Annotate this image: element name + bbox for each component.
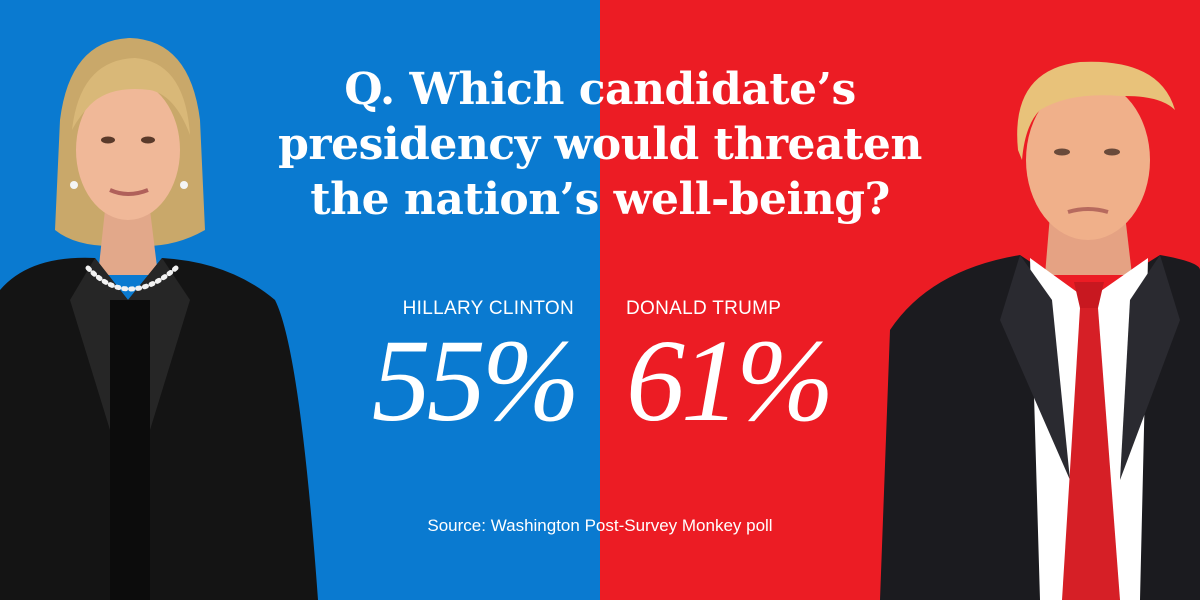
question-line-2: presidency would threaten	[278, 119, 922, 170]
clinton-jacket	[0, 257, 318, 600]
percent-trump: 61%	[626, 315, 834, 446]
clinton-neck	[98, 210, 158, 275]
candidate-name-trump: DONALD TRUMP	[626, 298, 782, 319]
clinton-eye-right	[141, 136, 155, 144]
trump-tie-knot	[1074, 282, 1104, 308]
clinton-hair-front	[72, 58, 190, 135]
poll-question: Q. Which candidate’s presidency would th…	[240, 62, 960, 227]
clinton-face	[76, 80, 180, 220]
question-line-1: Q. Which candidate’s	[344, 64, 856, 115]
candidate-name-clinton: HILLARY CLINTON	[402, 298, 574, 319]
clinton-necklace	[85, 265, 179, 292]
trump-face	[1026, 80, 1150, 240]
clinton-earring-left	[70, 181, 78, 189]
clinton-portrait	[0, 38, 318, 600]
trump-portrait	[880, 61, 1200, 600]
trump-tie	[1062, 308, 1120, 600]
clinton-top	[110, 300, 150, 600]
trump-hair	[1017, 61, 1175, 160]
trump-panel	[600, 0, 1200, 600]
trump-mouth	[1067, 207, 1109, 214]
question-line-3: the nation’s well-being?	[310, 174, 890, 225]
trump-lapel-left	[1000, 255, 1070, 480]
trump-eye-right	[1104, 148, 1120, 156]
trump-eye-left	[1054, 148, 1070, 156]
clinton-panel	[0, 0, 600, 600]
clinton-mouth	[109, 188, 149, 196]
clinton-earring-right	[180, 181, 188, 189]
trump-lapel-right	[1120, 255, 1180, 480]
source-note: Source: Washington Post-Survey Monkey po…	[427, 516, 773, 535]
clinton-eye-left	[101, 136, 115, 144]
percent-clinton: 55%	[371, 315, 580, 446]
